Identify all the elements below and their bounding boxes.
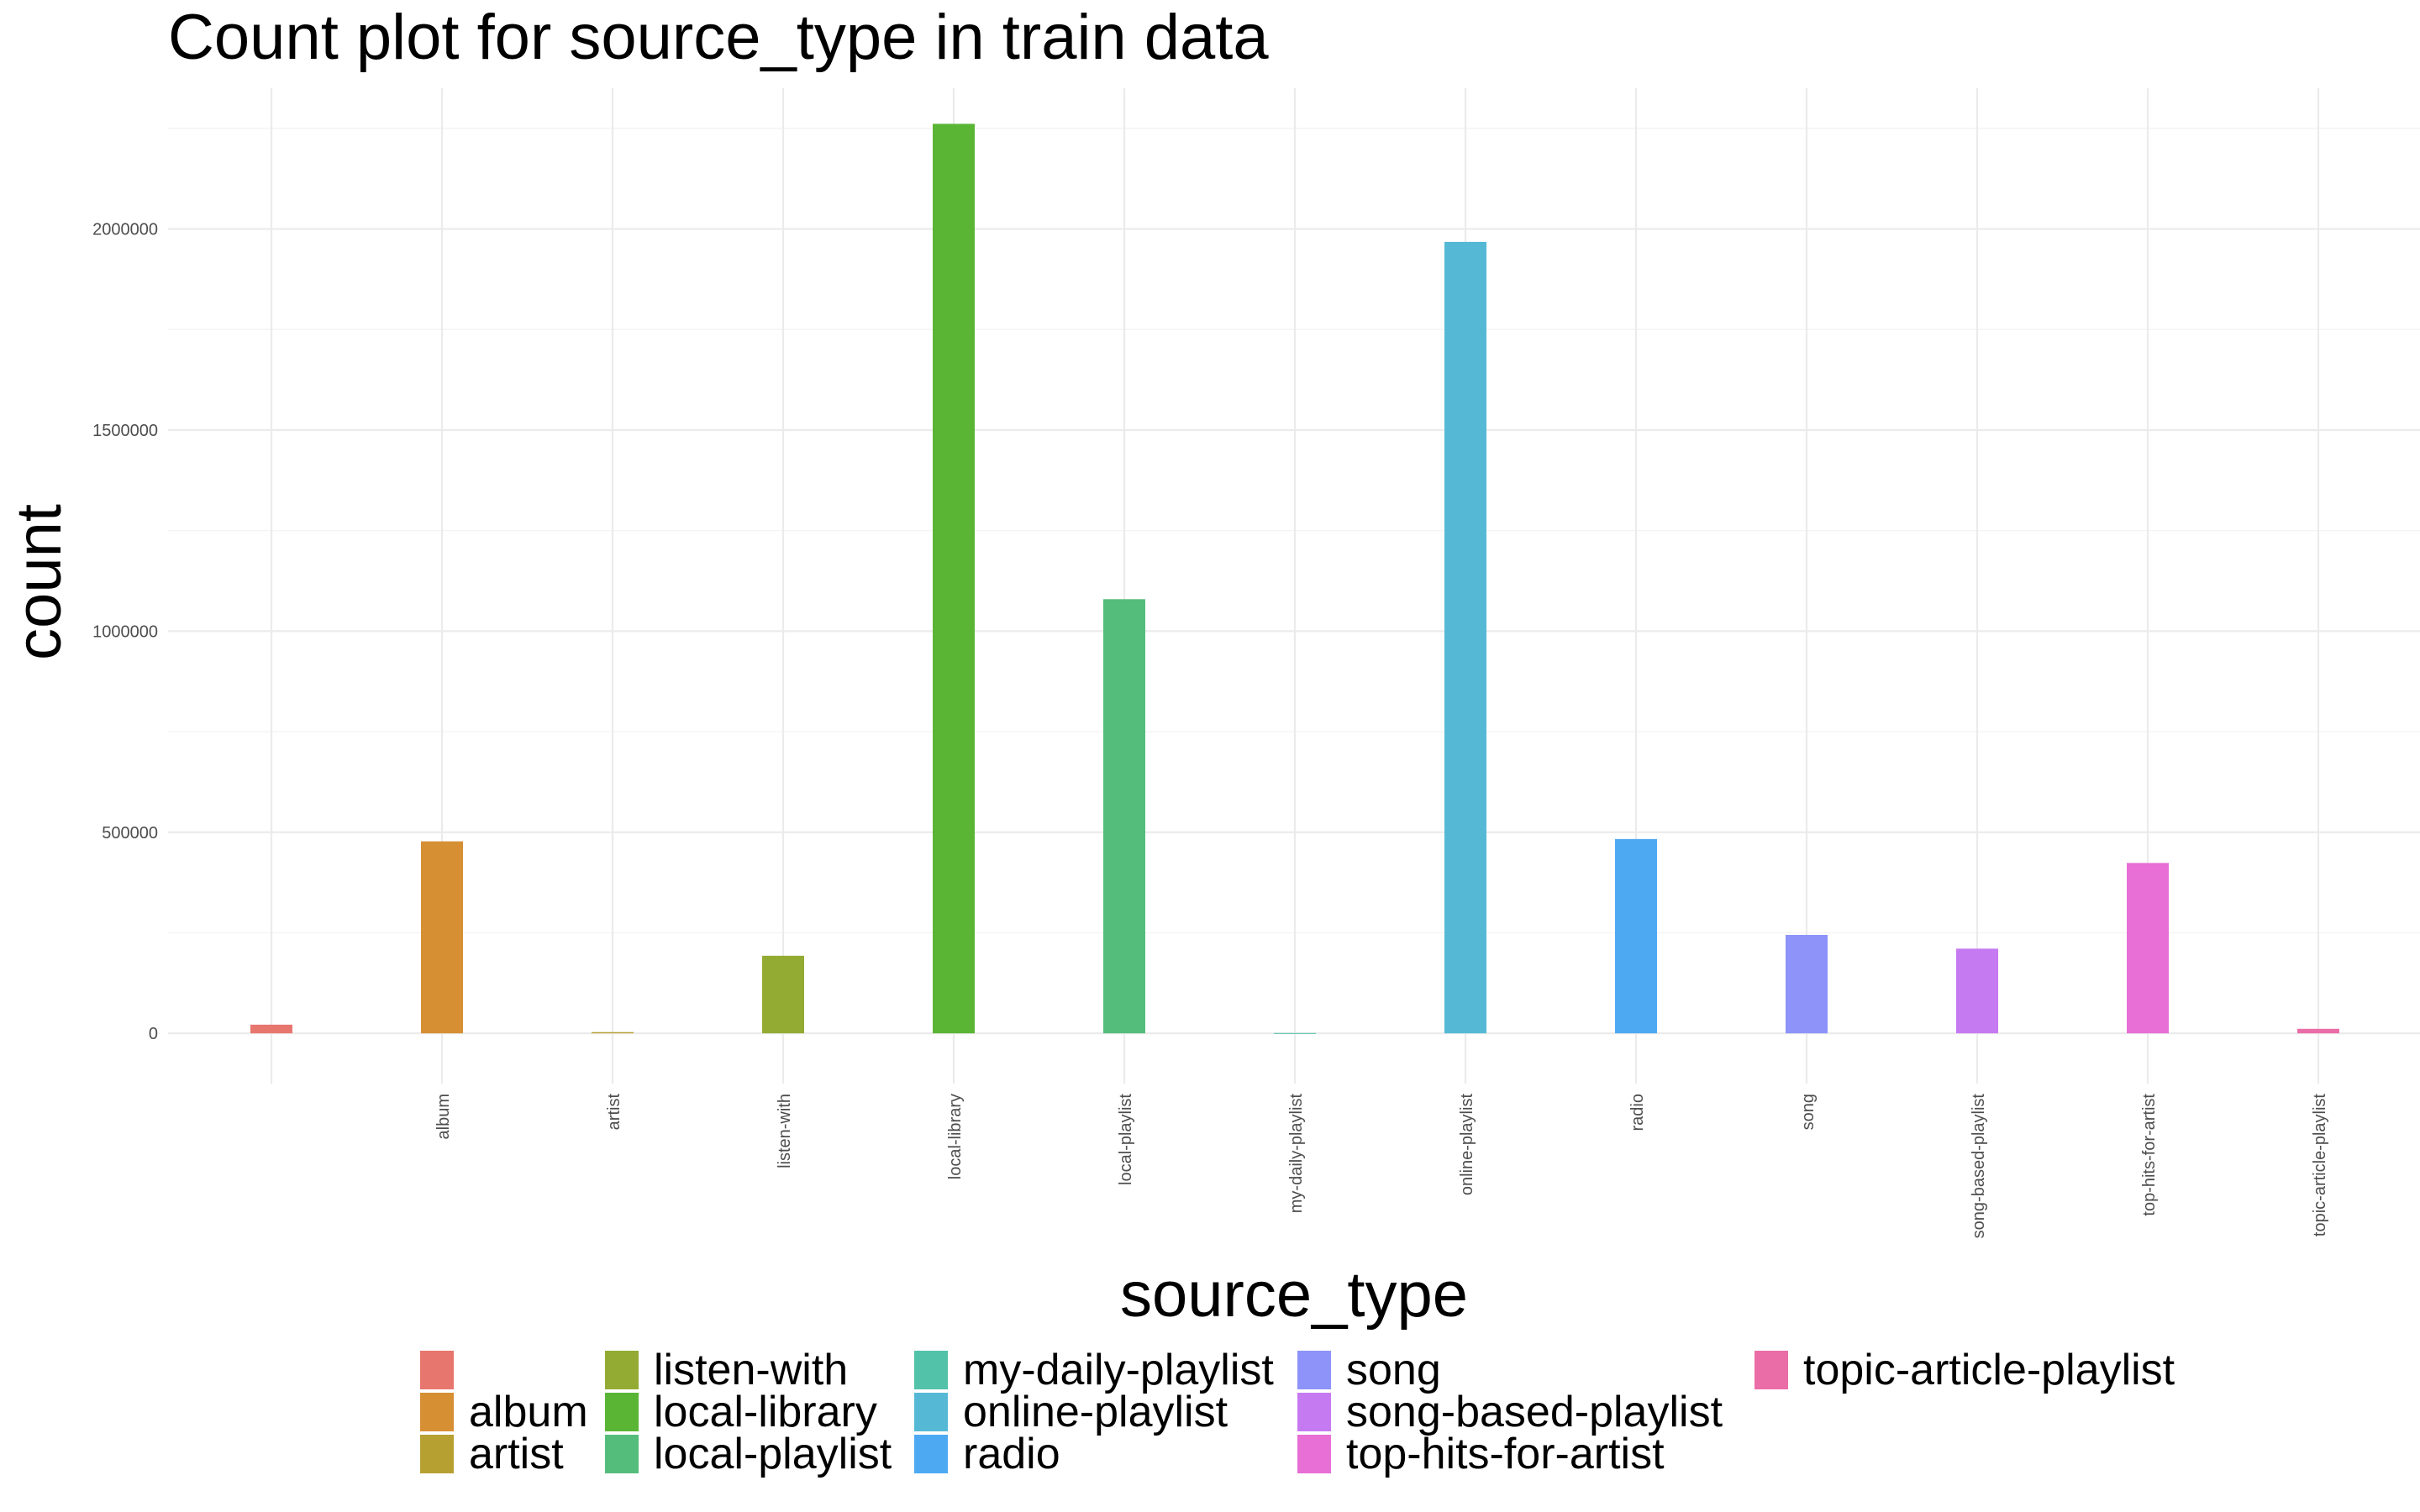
bar-album xyxy=(421,841,463,1034)
legend-swatch xyxy=(1297,1393,1331,1431)
legend-label: listen-with xyxy=(654,1346,848,1394)
y-axis-ticks: 0 500000 1000000 1500000 2000000 xyxy=(92,221,158,1044)
legend-label: song xyxy=(1346,1346,1441,1394)
legend-swatch xyxy=(1297,1351,1331,1389)
legend-swatch xyxy=(420,1435,454,1473)
legend-label: local-playlist xyxy=(654,1430,892,1478)
y-tick-label: 0 xyxy=(149,1025,158,1043)
y-tick-label: 2000000 xyxy=(92,221,158,239)
legend-swatch xyxy=(605,1393,639,1431)
grid xyxy=(168,88,2420,1084)
x-tick-label: local-playlist xyxy=(1117,1094,1135,1185)
x-tick-label: online-playlist xyxy=(1458,1094,1476,1196)
bar-artist xyxy=(592,1032,634,1034)
bar-blank xyxy=(250,1024,292,1034)
bar-radio xyxy=(1615,838,1657,1034)
bar-listen-with xyxy=(762,955,804,1034)
y-tick-label: 500000 xyxy=(102,824,158,843)
x-tick-label: song-based-playlist xyxy=(1970,1094,1988,1239)
legend-label: my-daily-playlist xyxy=(963,1346,1274,1394)
legend-swatch xyxy=(605,1435,639,1473)
legend-swatch xyxy=(605,1351,639,1389)
bar-topic-article-playlist xyxy=(2297,1028,2339,1034)
chart-title: Count plot for source_type in train data xyxy=(168,2,1269,73)
bar-local-library xyxy=(933,123,975,1034)
legend-label: top-hits-for-artist xyxy=(1346,1430,1665,1478)
legend-label: online-playlist xyxy=(963,1388,1228,1436)
x-tick-label: artist xyxy=(605,1094,623,1131)
legend-label: artist xyxy=(469,1430,564,1478)
bar-song xyxy=(1786,934,1828,1034)
legend-swatch xyxy=(914,1435,948,1473)
bar-local-playlist xyxy=(1103,599,1145,1034)
legend-swatch xyxy=(420,1393,454,1431)
x-tick-label: song xyxy=(1799,1094,1818,1130)
y-tick-label: 1000000 xyxy=(92,622,158,641)
y-tick-label: 1500000 xyxy=(92,422,158,440)
bar-top-hits-for-artist xyxy=(2127,863,2169,1034)
x-axis-title: source_type xyxy=(1120,1259,1468,1331)
legend-swatch xyxy=(914,1351,948,1389)
x-axis-ticks: album artist listen-with local-library local… xyxy=(434,1094,2329,1239)
x-tick-label: top-hits-for-artist xyxy=(2140,1094,2159,1216)
x-tick-label: my-daily-playlist xyxy=(1287,1094,1306,1214)
bar-song-based-playlist xyxy=(1956,948,1998,1034)
legend-label: radio xyxy=(963,1430,1060,1478)
legend-label: local-library xyxy=(654,1388,877,1436)
legend-swatch xyxy=(1297,1435,1331,1473)
x-tick-label: topic-article-playlist xyxy=(2311,1094,2329,1236)
legend-label: song-based-playlist xyxy=(1346,1388,1723,1436)
legend-swatch xyxy=(420,1351,454,1389)
x-tick-label: listen-with xyxy=(776,1094,794,1168)
legend-swatch xyxy=(914,1393,948,1431)
y-axis-title: count xyxy=(3,504,75,660)
legend-swatch xyxy=(1754,1351,1788,1389)
legend-label: topic-article-playlist xyxy=(1803,1346,2175,1394)
legend-label: album xyxy=(469,1388,588,1436)
x-tick-label: radio xyxy=(1628,1094,1647,1131)
bars xyxy=(250,123,2339,1034)
x-tick-label: local-library xyxy=(946,1094,965,1179)
x-tick-label: album xyxy=(434,1094,453,1139)
bar-my-daily-playlist xyxy=(1274,1032,1316,1034)
bar-online-playlist xyxy=(1444,241,1486,1034)
